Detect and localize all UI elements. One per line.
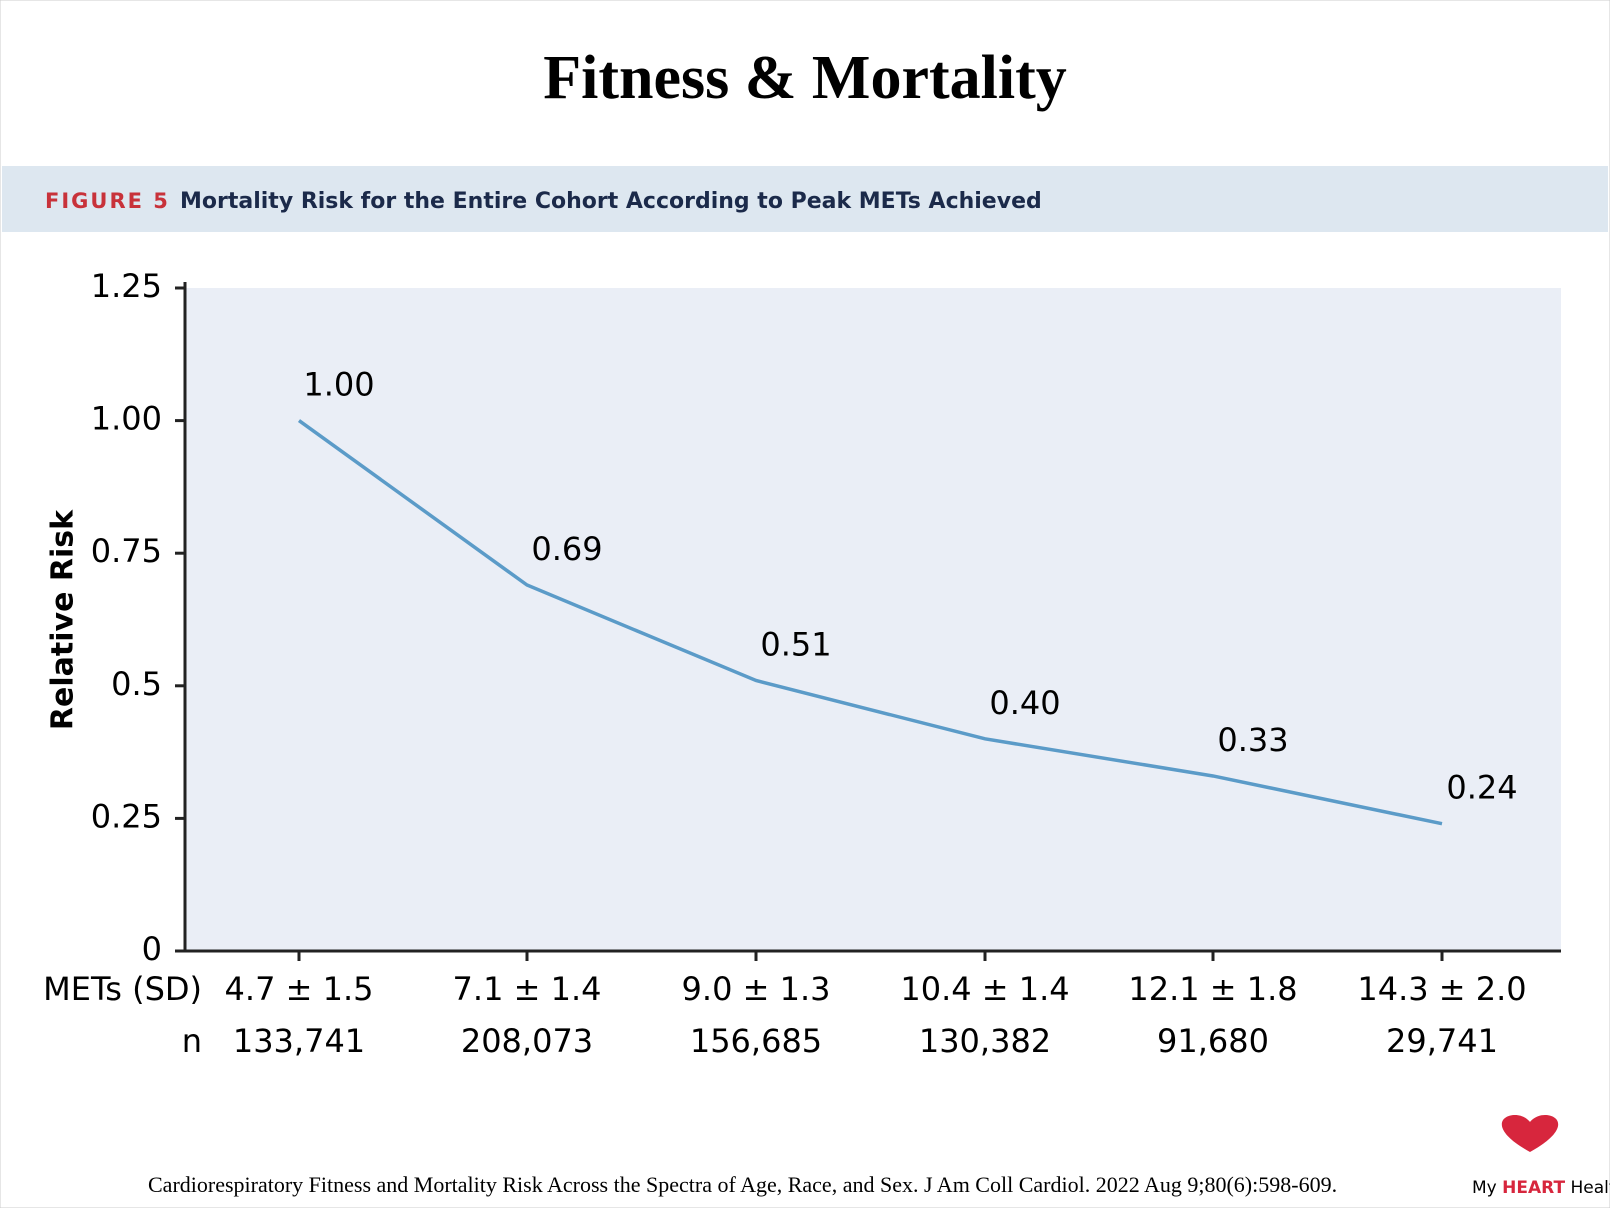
- y-tick-label: 0.25: [91, 797, 162, 835]
- n-row-label: n: [182, 1022, 202, 1060]
- x-tick-label: 14.3 ± 2.0: [1357, 970, 1526, 1008]
- logo-heart-text: HEART: [1502, 1178, 1565, 1198]
- y-tick-label: 0: [142, 930, 162, 968]
- n-label: 156,685: [690, 1022, 822, 1060]
- value-label: 0.24: [1446, 769, 1517, 807]
- y-tick-label: 1.25: [91, 267, 162, 305]
- logo-health: Health: [1570, 1178, 1610, 1198]
- value-label: 0.33: [1217, 721, 1288, 759]
- x-row-label: METs (SD): [43, 970, 202, 1008]
- n-label: 29,741: [1386, 1022, 1498, 1060]
- n-label: 133,741: [233, 1022, 365, 1060]
- figure-title: Mortality Risk for the Entire Cohort Acc…: [180, 189, 1042, 214]
- slide-title: Fitness & Mortality: [543, 44, 1066, 112]
- logo: My HEART Health: [1472, 1178, 1610, 1198]
- y-tick-label: 0.5: [111, 665, 162, 703]
- y-axis-label: Relative Risk: [46, 509, 81, 730]
- n-label: 208,073: [461, 1022, 593, 1060]
- x-tick-label: 9.0 ± 1.3: [682, 970, 831, 1008]
- value-label: 0.69: [531, 530, 602, 568]
- value-label: 1.00: [303, 366, 374, 404]
- x-tick-label: 4.7 ± 1.5: [225, 970, 374, 1008]
- x-tick-label: 10.4 ± 1.4: [900, 970, 1069, 1008]
- logo-my: My: [1472, 1178, 1497, 1198]
- data-line: [297, 419, 1443, 826]
- figure-label: FIGURE 5: [45, 189, 170, 213]
- y-tick-label: 1.00: [91, 400, 162, 438]
- logo-heart: [1501, 1115, 1559, 1152]
- x-tick-label: 12.1 ± 1.8: [1128, 970, 1297, 1008]
- x-tick-label: 7.1 ± 1.4: [453, 970, 602, 1008]
- citation: Cardiorespiratory Fitness and Mortality …: [148, 1172, 1337, 1197]
- n-label: 130,382: [919, 1022, 1051, 1060]
- y-tick-label: 0.75: [91, 532, 162, 570]
- value-label: 0.51: [760, 625, 831, 663]
- figure-header: [2, 166, 1608, 232]
- plot-area: [185, 288, 1561, 951]
- value-label: 0.40: [989, 684, 1060, 722]
- n-label: 91,680: [1157, 1022, 1269, 1060]
